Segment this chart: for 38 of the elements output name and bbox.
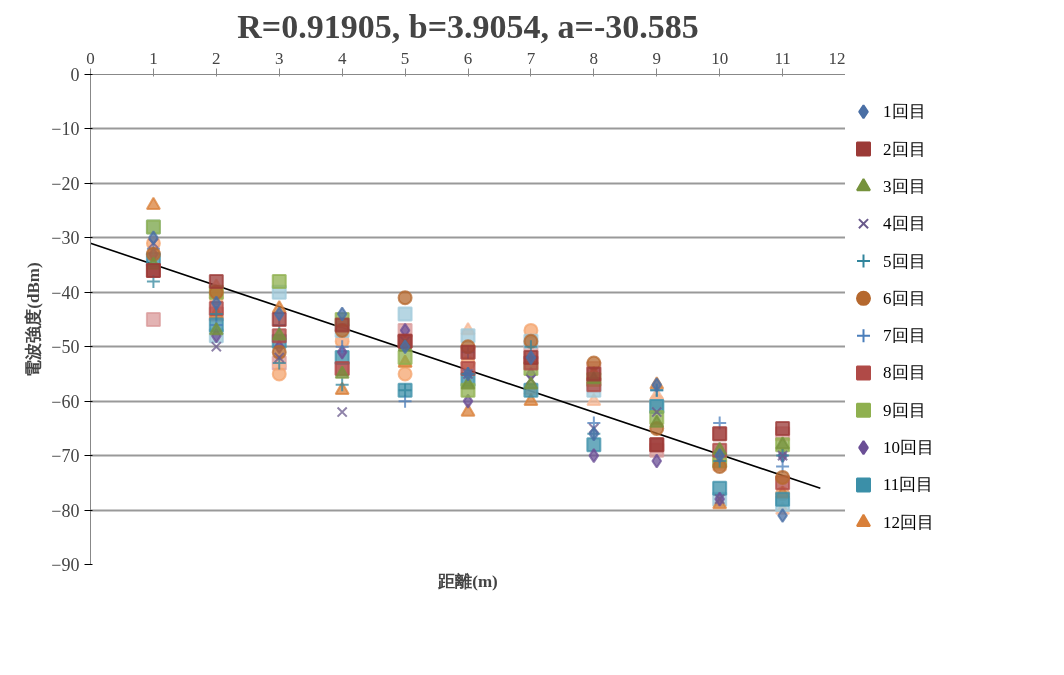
legend-label: 4回目: [883, 214, 926, 234]
legend-label: 5回目: [883, 251, 926, 271]
x-tick-label: 0: [86, 48, 95, 68]
x-tick-label: 2: [212, 48, 221, 68]
legend-label: 12回目: [883, 512, 934, 532]
y-tick-label: −10: [51, 119, 80, 140]
y-tick-label: −40: [51, 282, 80, 303]
legend-label: 9回目: [883, 400, 926, 420]
x-tick-label: 10: [711, 48, 729, 68]
x-tick-label: 3: [275, 48, 284, 68]
x-tick-label: 1: [149, 48, 158, 68]
x-axis-title: 距離(m): [437, 571, 498, 591]
y-tick-label: 0: [70, 65, 80, 85]
x-tick-label: 8: [589, 48, 599, 68]
y-tick-label: −30: [51, 228, 80, 249]
x-tick-label: 11: [774, 48, 791, 68]
legend-label: 3回目: [883, 176, 926, 196]
y-tick-label: −80: [51, 500, 80, 521]
legend-label: 2回目: [883, 139, 926, 159]
y-tick-label: −70: [51, 446, 80, 467]
chart-title: R=0.91905, b=3.9054, a=-30.585: [237, 7, 699, 45]
x-tick-label: 4: [337, 48, 347, 68]
x-tick-label: 12: [828, 48, 846, 68]
legend-label: 6回目: [883, 288, 926, 308]
y-tick-label: −90: [51, 555, 80, 575]
legend-label: 7回目: [883, 326, 926, 346]
x-tick-label: 5: [400, 48, 410, 68]
legend-label: 11回目: [883, 475, 934, 495]
x-tick-label: 7: [526, 48, 536, 68]
legend-label: 8回目: [883, 363, 926, 383]
x-tick-label: 6: [463, 48, 473, 68]
x-tick-label: 9: [652, 48, 661, 68]
legend-label: 1回目: [883, 102, 926, 122]
y-tick-label: −20: [51, 173, 80, 194]
legend-label: 10回目: [883, 438, 934, 458]
y-axis-title: 電波強度(dBm): [24, 262, 44, 377]
y-tick-label: −60: [51, 391, 80, 412]
y-tick-label: −50: [51, 337, 80, 358]
